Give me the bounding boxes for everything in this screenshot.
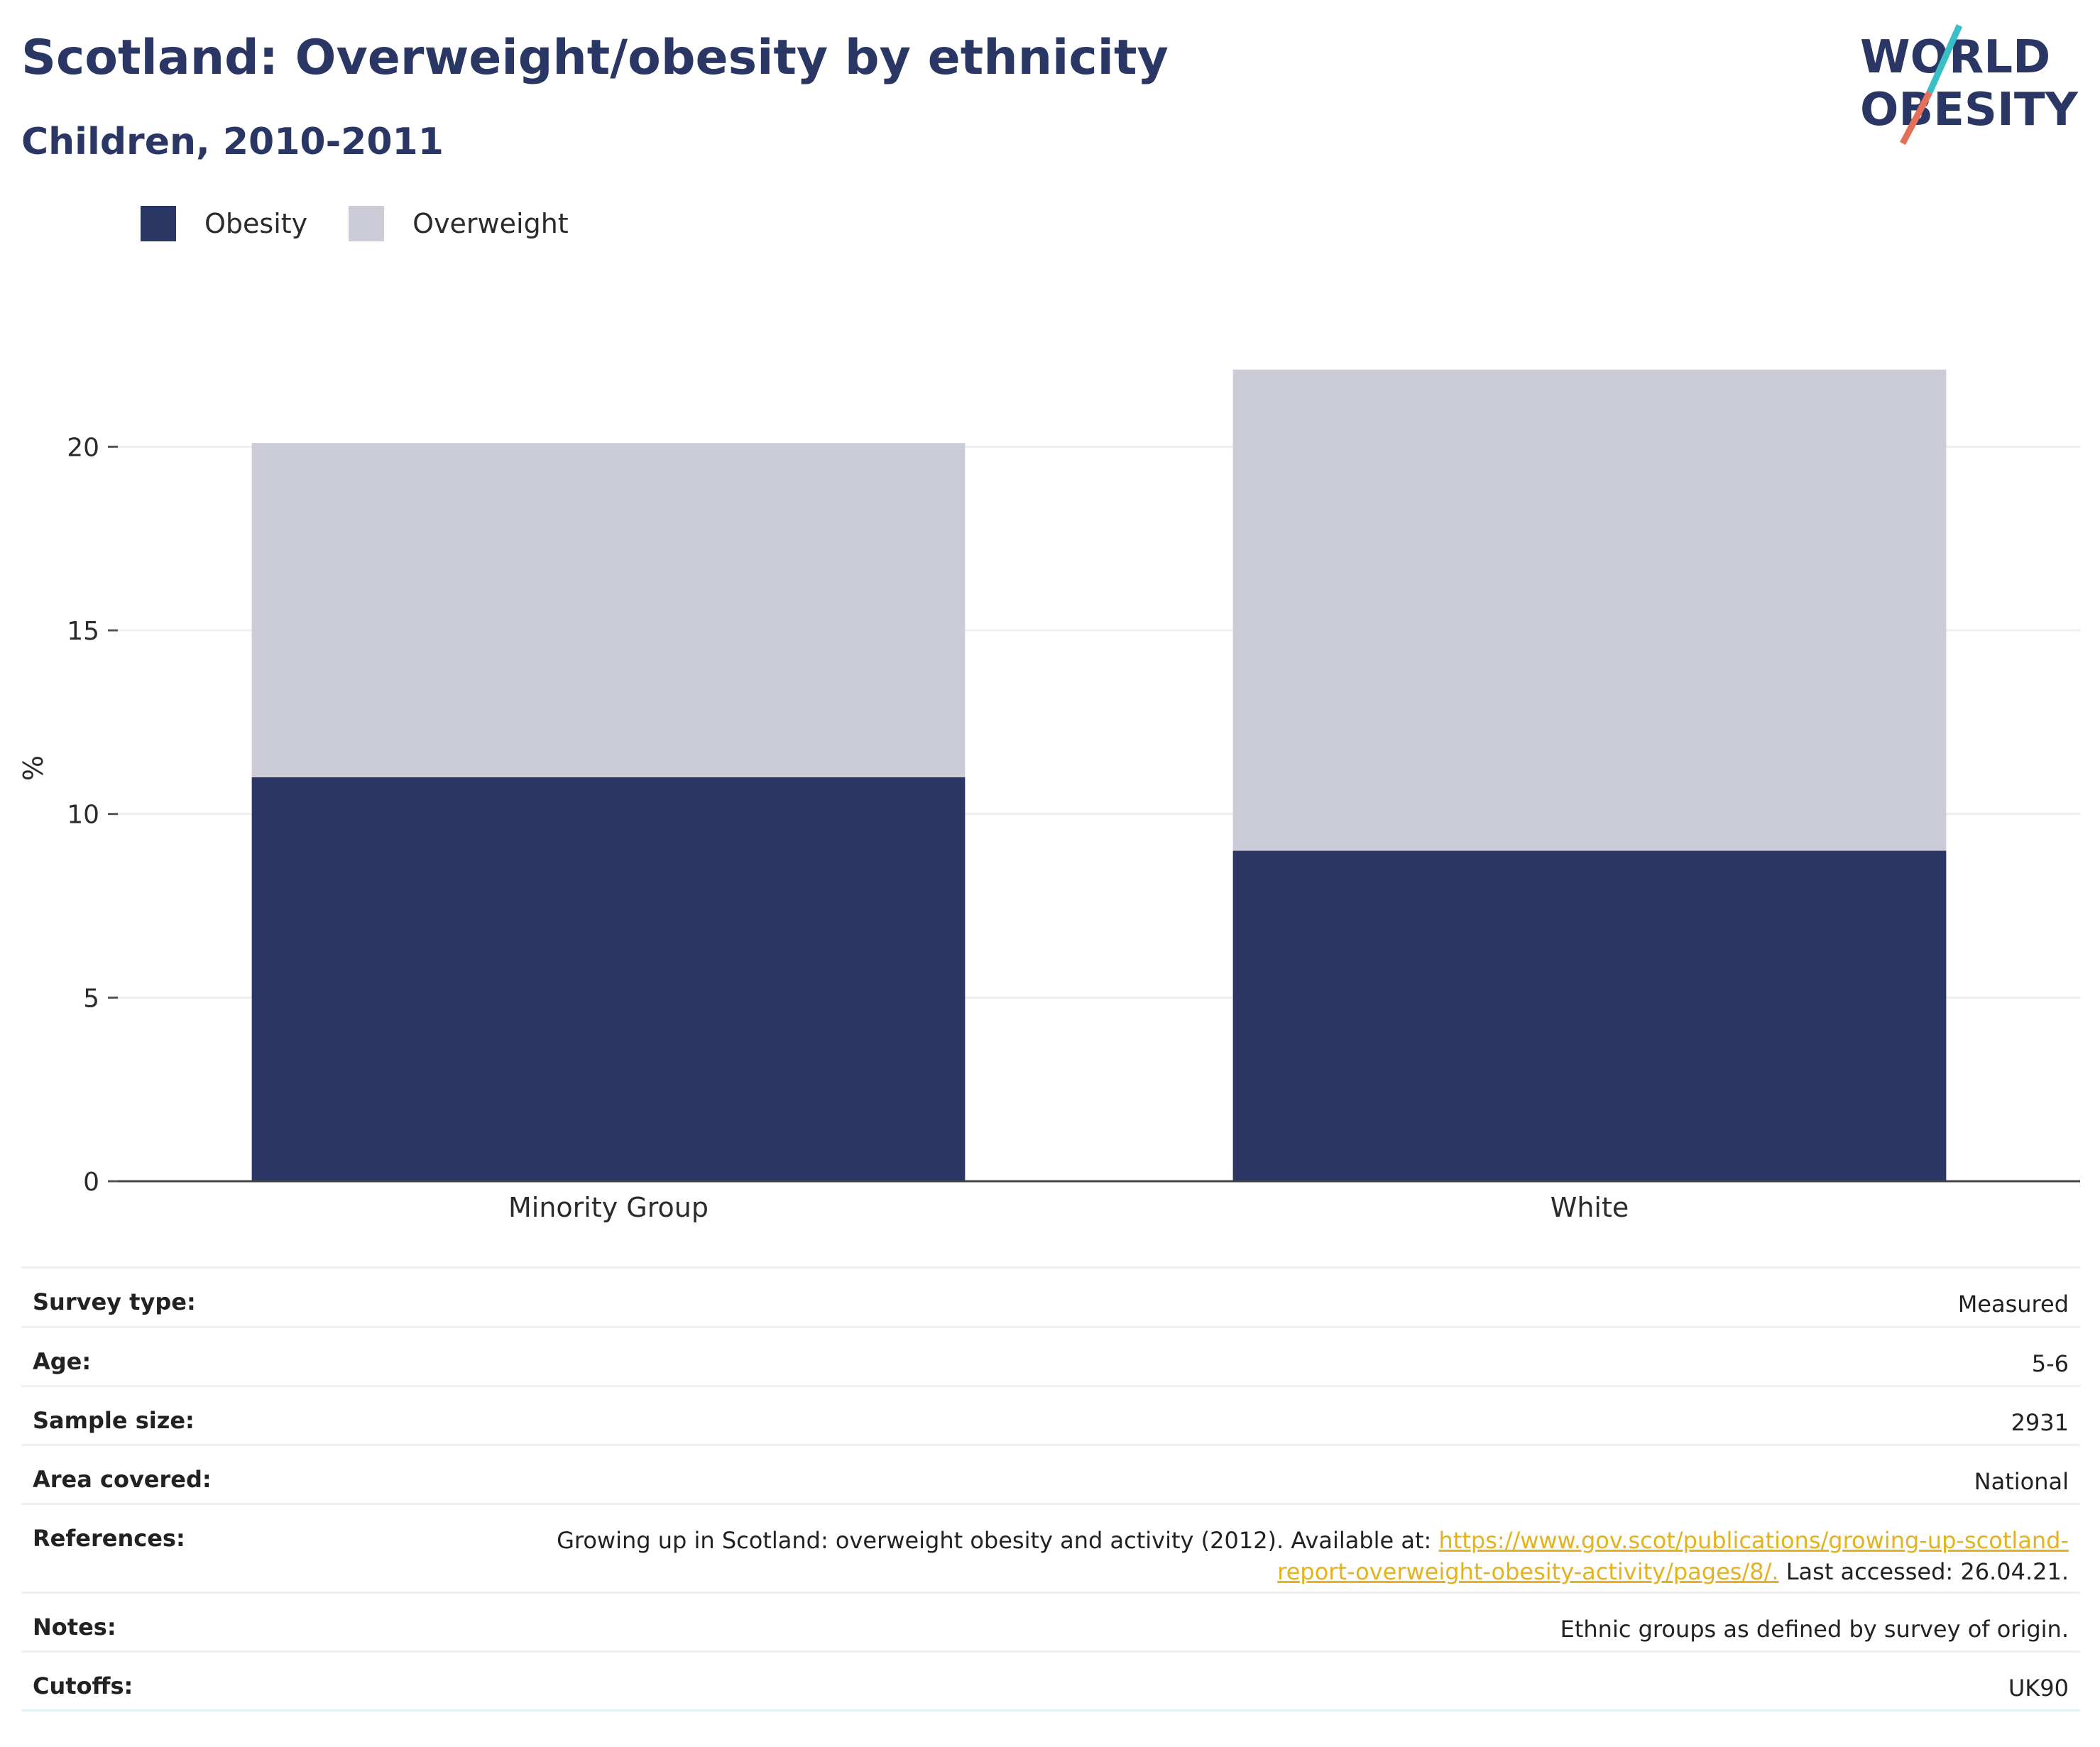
info-table-bottom-border	[21, 1709, 2080, 1712]
info-row-survey-type: Survey type: Measured	[21, 1266, 2080, 1326]
info-row-notes: Notes: Ethnic groups as defined by surve…	[21, 1592, 2080, 1650]
legend-swatch-obesity	[141, 206, 176, 241]
age-value: 5-6	[2031, 1350, 2069, 1377]
y-tick-label: 20	[67, 433, 99, 462]
references-link-line2: report-overweight-obesity-activity/pages…	[1277, 1558, 1779, 1585]
references-value: Growing up in Scotland: overweight obesi…	[557, 1525, 2069, 1587]
references-text-before: Growing up in Scotland: overweight obesi…	[557, 1527, 1439, 1554]
age-label: Age:	[33, 1348, 92, 1375]
survey-type-label: Survey type:	[33, 1288, 196, 1315]
y-axis-ticks: 0 5 10 15 20	[67, 433, 118, 1197]
area-covered-value: National	[1974, 1468, 2069, 1495]
logo-text-obesity: OBESITY	[1860, 84, 2078, 136]
survey-info-table: Survey type: Measured Age: 5-6 Sample si…	[21, 1266, 2080, 1712]
info-row-area-covered: Area covered: National	[21, 1444, 2080, 1503]
cutoffs-label: Cutoffs:	[33, 1672, 133, 1699]
world-obesity-logo: WORLD OBESITY	[1860, 24, 2078, 146]
info-row-cutoffs: Cutoffs: UK90	[21, 1650, 2080, 1709]
chart-subtitle: Children, 2010-2011	[21, 121, 444, 163]
x-tick-label: Minority Group	[508, 1192, 709, 1223]
y-tick-label: 15	[67, 617, 99, 646]
legend-item-overweight[interactable]: Overweight	[349, 206, 569, 241]
survey-type-value: Measured	[1957, 1291, 2069, 1318]
bars	[251, 369, 1947, 1181]
notes-value: Ethnic groups as defined by survey of or…	[1560, 1616, 2069, 1643]
sample-size-label: Sample size:	[33, 1407, 195, 1434]
x-tick-label: White	[1551, 1192, 1629, 1223]
sample-size-value: 2931	[2011, 1409, 2069, 1436]
references-label: References:	[33, 1525, 185, 1552]
bar-overweight-minority-group[interactable]	[251, 443, 966, 777]
info-row-sample-size: Sample size: 2931	[21, 1385, 2080, 1444]
y-tick-label: 10	[67, 801, 99, 830]
chart-title: Scotland: Overweight/obesity by ethnicit…	[21, 30, 1169, 86]
stacked-bar-chart: 0 5 10 15 20 Minority Group White %	[18, 369, 2080, 1223]
y-axis-label: %	[18, 755, 49, 781]
references-link-line1: https://www.gov.scot/publications/growin…	[1438, 1527, 2069, 1554]
bar-overweight-white[interactable]	[1232, 369, 1947, 851]
y-tick-label: 0	[83, 1168, 99, 1197]
cutoffs-value: UK90	[2008, 1675, 2069, 1702]
area-covered-label: Area covered:	[33, 1466, 212, 1493]
notes-label: Notes:	[33, 1614, 116, 1641]
legend-item-obesity[interactable]: Obesity	[141, 206, 307, 241]
bar-obesity-minority-group[interactable]	[251, 777, 966, 1181]
legend-label-overweight: Overweight	[412, 208, 569, 239]
legend-label-obesity: Obesity	[204, 208, 308, 239]
logo-slash-coral	[1900, 90, 1932, 146]
chart-legend: Obesity Overweight	[141, 206, 610, 241]
x-axis-ticks: Minority Group White	[508, 1192, 1629, 1223]
references-text-after: Last accessed: 26.04.21.	[1778, 1558, 2069, 1585]
bar-obesity-white[interactable]	[1232, 850, 1947, 1181]
references-link[interactable]: https://www.gov.scot/publications/growin…	[1277, 1527, 2069, 1585]
legend-swatch-overweight	[349, 206, 385, 241]
logo-slash-teal	[1926, 24, 1963, 94]
info-row-age: Age: 5-6	[21, 1326, 2080, 1385]
y-tick-label: 5	[83, 984, 99, 1013]
info-row-references: References: Growing up in Scotland: over…	[21, 1503, 2080, 1592]
